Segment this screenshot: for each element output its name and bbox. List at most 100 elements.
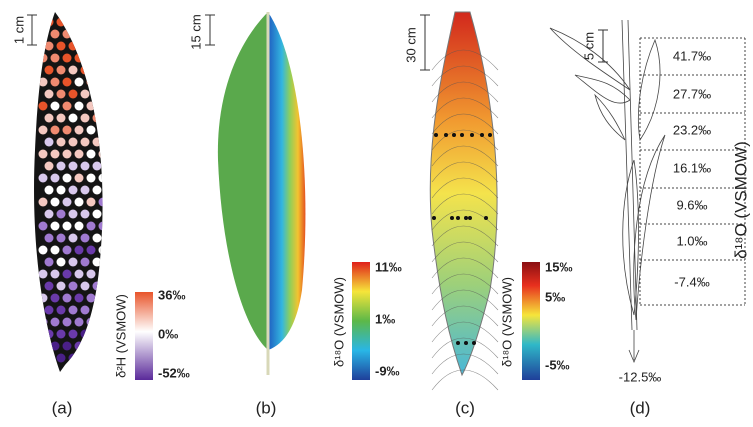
sample-dot	[56, 209, 66, 219]
sample-dot	[50, 125, 60, 135]
sample-dot	[105, 114, 114, 123]
contour	[431, 225, 499, 247]
sample-dot	[86, 317, 96, 327]
sample-dot	[50, 197, 60, 207]
sample-dot	[105, 90, 114, 99]
sample-dot	[56, 89, 66, 99]
sample-dot	[98, 149, 103, 159]
sample-dot	[432, 216, 436, 220]
sample-dot	[56, 305, 66, 315]
sample-dot	[105, 42, 114, 51]
sample-dot	[80, 257, 90, 267]
panel-d: 41.7‰ 27.7‰ 23.2‰ 16.1‰ 9.6‰ 1.0‰ -7.4‰ …	[549, 19, 750, 417]
sample-dot	[56, 113, 66, 123]
sample-dot	[105, 210, 114, 219]
segment-value: 27.7‰	[673, 86, 711, 101]
sample-dot	[92, 161, 102, 171]
sample-dot	[50, 221, 60, 231]
sample-dot	[38, 53, 48, 63]
sample-dot	[80, 137, 90, 147]
sample-dot	[80, 329, 90, 339]
sample-dot	[68, 185, 78, 195]
sample-dot	[92, 65, 102, 75]
sample-dot	[80, 305, 90, 315]
sample-dot	[98, 29, 103, 39]
segment-value: 1.0‰	[676, 233, 707, 248]
contour	[431, 289, 499, 311]
sample-dot	[62, 269, 72, 279]
sample-dot	[56, 233, 66, 243]
sample-dot	[80, 353, 90, 363]
scale-label: 30 cm	[403, 27, 418, 62]
axis-title: δ²H (VSMOW)	[113, 294, 128, 378]
sample-dot	[44, 65, 54, 75]
colorbar-label: -9‰	[375, 363, 400, 378]
sample-dot	[80, 281, 90, 291]
sample-dot	[98, 53, 103, 63]
sample-dot	[480, 133, 484, 137]
colorbar-label: 1‰	[375, 311, 395, 326]
sample-dot	[74, 317, 84, 327]
sample-dot	[38, 173, 48, 183]
sample-dot	[105, 258, 114, 267]
sample-dot	[38, 197, 48, 207]
segment-value: 23.2‰	[673, 122, 711, 137]
sample-dot	[86, 101, 96, 111]
sample-dot	[92, 305, 102, 315]
colorbar-label: -5‰	[545, 357, 570, 372]
scale-label: 15 cm	[188, 14, 203, 49]
base-value: -12.5‰	[619, 369, 662, 384]
sample-dot	[38, 221, 48, 231]
sample-dot	[105, 186, 114, 195]
sample-dot	[74, 53, 84, 63]
sample-dot	[74, 29, 84, 39]
sample-dot	[50, 53, 60, 63]
sample-dot	[50, 101, 60, 111]
sample-dot	[86, 245, 96, 255]
grass-drawing	[549, 19, 666, 364]
sample-dot	[92, 113, 102, 123]
sample-dot	[62, 341, 72, 351]
panel-label: (d)	[630, 398, 651, 417]
contour	[431, 337, 499, 359]
segment-value: 41.7‰	[673, 48, 711, 63]
segment-value: 16.1‰	[673, 160, 711, 175]
panel-label: (a)	[52, 398, 73, 417]
sample-dot	[38, 269, 48, 279]
contour	[431, 113, 499, 135]
sample-dot	[56, 185, 66, 195]
sample-dot	[38, 125, 48, 135]
sample-dot	[44, 113, 54, 123]
sample-dot	[62, 197, 72, 207]
sample-dot	[56, 137, 66, 147]
sample-dot	[68, 41, 78, 51]
contour	[431, 305, 499, 327]
contour	[431, 353, 499, 375]
sample-dot	[56, 65, 66, 75]
sample-dot	[74, 101, 84, 111]
sample-dot	[92, 209, 102, 219]
scale-bar	[598, 29, 608, 63]
sample-dot	[50, 29, 60, 39]
sample-dot	[92, 17, 102, 27]
contour	[431, 65, 499, 87]
sample-dot	[92, 281, 102, 291]
sample-dot	[56, 281, 66, 291]
colorbar-label: -52‰	[158, 365, 190, 380]
sample-dot	[105, 330, 114, 339]
panel-label: (b)	[256, 398, 277, 417]
sample-dot	[98, 101, 103, 111]
contour	[431, 177, 499, 199]
colorbar	[135, 292, 153, 380]
segment-value: -7.4‰	[674, 274, 709, 289]
sample-dot	[74, 173, 84, 183]
sample-dot	[98, 125, 103, 135]
sample-dot	[68, 65, 78, 75]
sample-dot	[86, 173, 96, 183]
sample-dot	[62, 245, 72, 255]
scale-bar	[205, 14, 215, 46]
sample-dot	[92, 257, 102, 267]
contour	[431, 257, 499, 279]
scale-label: 1 cm	[11, 16, 26, 44]
